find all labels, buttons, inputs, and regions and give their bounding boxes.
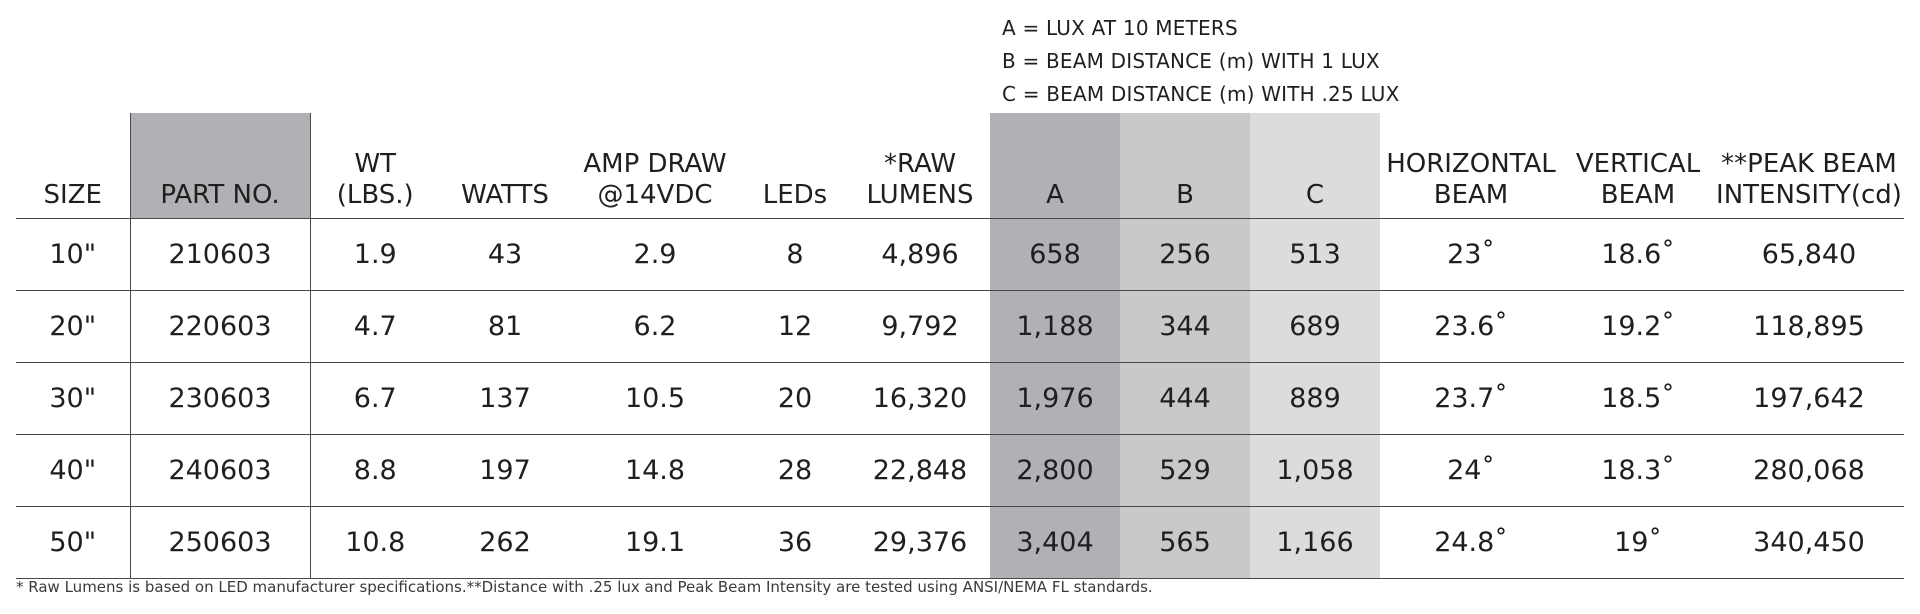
cell-leds: 8 — [740, 218, 850, 291]
cell-vertical-beam: 18.5˚ — [1562, 362, 1714, 435]
cell-size: 40" — [16, 434, 130, 507]
cell-raw-lumens: 4,896 — [850, 218, 990, 291]
cell-peak-beam: 280,068 — [1714, 434, 1904, 507]
cell-amp-draw: 14.8 — [570, 434, 740, 507]
cell-vertical-beam: 19˚ — [1562, 506, 1714, 579]
cell-a: 1,188 — [990, 290, 1120, 363]
legend-b: B = BEAM DISTANCE (m) WITH 1 LUX — [1002, 49, 1380, 73]
cell-watts: 81 — [440, 290, 570, 363]
header-vertical-beam: VERTICAL BEAM — [1562, 113, 1714, 219]
cell-c: 513 — [1250, 218, 1380, 291]
cell-a: 658 — [990, 218, 1120, 291]
cell-wt: 6.7 — [310, 362, 440, 435]
cell-peak-beam: 197,642 — [1714, 362, 1904, 435]
cell-vertical-beam: 19.2˚ — [1562, 290, 1714, 363]
cell-raw-lumens: 29,376 — [850, 506, 990, 579]
cell-part-no: 250603 — [129, 506, 311, 579]
cell-watts: 43 — [440, 218, 570, 291]
cell-b: 256 — [1120, 218, 1250, 291]
cell-c: 1,166 — [1250, 506, 1380, 579]
cell-size: 30" — [16, 362, 130, 435]
cell-part-no: 220603 — [129, 290, 311, 363]
cell-b: 344 — [1120, 290, 1250, 363]
cell-a: 3,404 — [990, 506, 1120, 579]
cell-b: 444 — [1120, 362, 1250, 435]
table-row: 50" 250603 10.8 262 19.1 36 29,376 3,404… — [16, 506, 1904, 579]
header-part-no: PART NO. — [129, 113, 311, 219]
cell-b: 529 — [1120, 434, 1250, 507]
cell-horizontal-beam: 23.6˚ — [1380, 290, 1562, 363]
cell-leds: 20 — [740, 362, 850, 435]
cell-wt: 1.9 — [310, 218, 440, 291]
cell-b: 565 — [1120, 506, 1250, 579]
table-row: 20" 220603 4.7 81 6.2 12 9,792 1,188 344… — [16, 290, 1904, 363]
cell-leds: 36 — [740, 506, 850, 579]
cell-a: 1,976 — [990, 362, 1120, 435]
cell-watts: 137 — [440, 362, 570, 435]
cell-size: 50" — [16, 506, 130, 579]
cell-watts: 262 — [440, 506, 570, 579]
cell-c: 1,058 — [1250, 434, 1380, 507]
cell-horizontal-beam: 24.8˚ — [1380, 506, 1562, 579]
cell-vertical-beam: 18.6˚ — [1562, 218, 1714, 291]
cell-amp-draw: 2.9 — [570, 218, 740, 291]
legend-c: C = BEAM DISTANCE (m) WITH .25 LUX — [1002, 82, 1400, 106]
cell-leds: 12 — [740, 290, 850, 363]
cell-peak-beam: 340,450 — [1714, 506, 1904, 579]
header-leds: LEDs — [740, 113, 850, 219]
table-row: 30" 230603 6.7 137 10.5 20 16,320 1,976 … — [16, 362, 1904, 435]
cell-watts: 197 — [440, 434, 570, 507]
cell-horizontal-beam: 24˚ — [1380, 434, 1562, 507]
cell-part-no: 240603 — [129, 434, 311, 507]
header-wt: WT (LBS.) — [310, 113, 440, 219]
cell-part-no: 210603 — [129, 218, 311, 291]
header-size: SIZE — [16, 113, 130, 219]
legend-a: A = LUX AT 10 METERS — [1002, 16, 1238, 40]
cell-a: 2,800 — [990, 434, 1120, 507]
cell-c: 889 — [1250, 362, 1380, 435]
cell-size: 20" — [16, 290, 130, 363]
header-raw-lumens: *RAW LUMENS — [850, 113, 990, 219]
cell-peak-beam: 65,840 — [1714, 218, 1904, 291]
header-amp-draw: AMP DRAW @14VDC — [570, 113, 740, 219]
cell-raw-lumens: 22,848 — [850, 434, 990, 507]
cell-wt: 4.7 — [310, 290, 440, 363]
footnote: * Raw Lumens is based on LED manufacture… — [16, 578, 1153, 596]
cell-wt: 10.8 — [310, 506, 440, 579]
cell-leds: 28 — [740, 434, 850, 507]
header-row: SIZE PART NO. WT (LBS.) WATTS AMP DRAW @… — [16, 113, 1904, 219]
header-watts: WATTS — [440, 113, 570, 219]
cell-horizontal-beam: 23˚ — [1380, 218, 1562, 291]
header-a: A — [990, 113, 1120, 219]
cell-vertical-beam: 18.3˚ — [1562, 434, 1714, 507]
cell-part-no: 230603 — [129, 362, 311, 435]
spec-table: SIZE PART NO. WT (LBS.) WATTS AMP DRAW @… — [16, 113, 1904, 579]
header-horizontal-beam: HORIZONTAL BEAM — [1380, 113, 1562, 219]
table-row: 40" 240603 8.8 197 14.8 28 22,848 2,800 … — [16, 434, 1904, 507]
cell-peak-beam: 118,895 — [1714, 290, 1904, 363]
cell-raw-lumens: 9,792 — [850, 290, 990, 363]
cell-size: 10" — [16, 218, 130, 291]
cell-amp-draw: 19.1 — [570, 506, 740, 579]
header-b: B — [1120, 113, 1250, 219]
cell-raw-lumens: 16,320 — [850, 362, 990, 435]
cell-wt: 8.8 — [310, 434, 440, 507]
cell-horizontal-beam: 23.7˚ — [1380, 362, 1562, 435]
cell-amp-draw: 10.5 — [570, 362, 740, 435]
cell-amp-draw: 6.2 — [570, 290, 740, 363]
cell-c: 689 — [1250, 290, 1380, 363]
table-row: 10" 210603 1.9 43 2.9 8 4,896 658 256 51… — [16, 218, 1904, 291]
header-peak-beam: **PEAK BEAM INTENSITY(cd) — [1714, 113, 1904, 219]
header-c: C — [1250, 113, 1380, 219]
abc-legend: A = LUX AT 10 METERS B = BEAM DISTANCE (… — [1002, 12, 1400, 111]
